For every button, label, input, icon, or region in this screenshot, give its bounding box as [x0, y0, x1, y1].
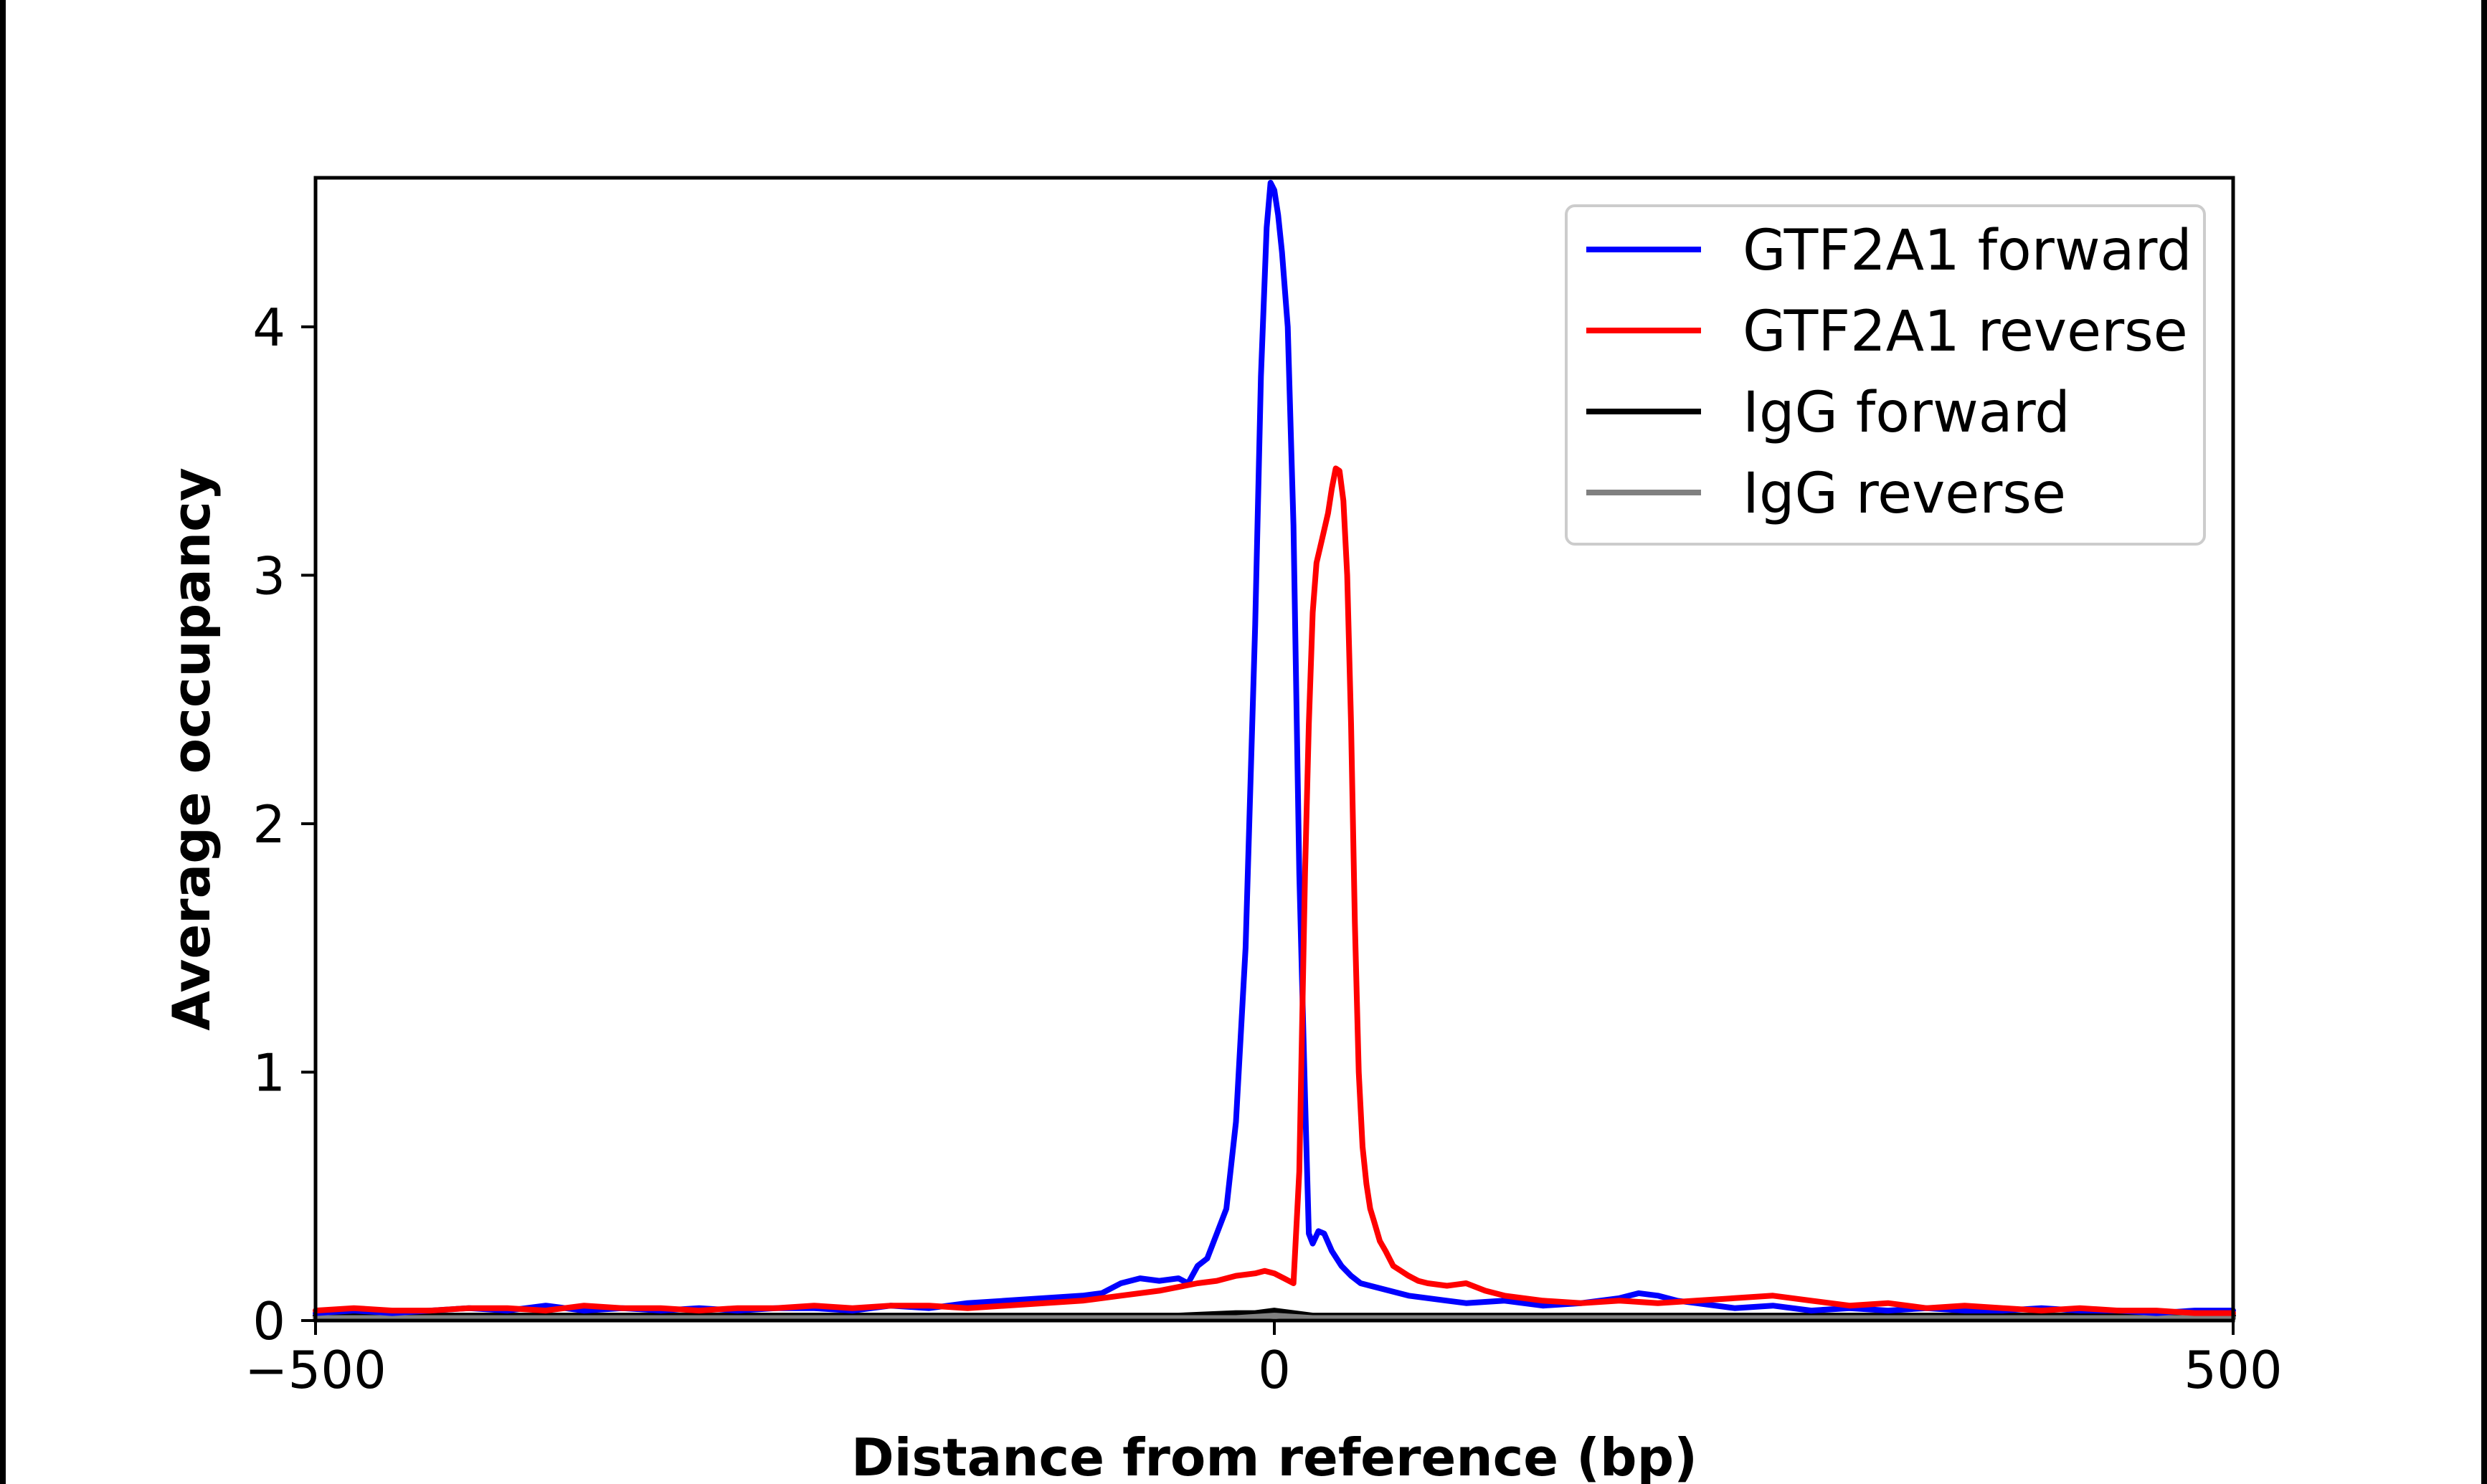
y-tick-label: 4: [252, 298, 285, 358]
legend-label-gtf2a1-reverse: GTF2A1 reverse: [1743, 300, 2188, 364]
series-line-igg-reverse: [313, 1313, 2236, 1321]
legend-items: GTF2A1 forward GTF2A1 reverse IgG forward I…: [1586, 219, 2192, 526]
y-tick-label: 1: [252, 1042, 285, 1103]
x-tick-label: 500: [2184, 1340, 2282, 1400]
x-tick-label: 0: [1258, 1340, 1291, 1400]
frame-border-left: [0, 0, 6, 1484]
series-layer: [313, 179, 2236, 1321]
legend-label-gtf2a1-forward: GTF2A1 forward: [1743, 219, 2192, 283]
y-tick-label: 0: [252, 1291, 285, 1351]
legend: GTF2A1 forward GTF2A1 reverse IgG forward I…: [1565, 204, 2206, 546]
x-axis-title: Distance from reference (bp): [851, 1427, 1697, 1484]
y-tick-label: 2: [252, 794, 285, 855]
x-axis-ticks: −500 0 500: [245, 1321, 2283, 1400]
y-axis-title: Average occupancy: [161, 467, 222, 1031]
legend-label-igg-reverse: IgG reverse: [1743, 462, 2066, 526]
y-tick-label: 3: [252, 546, 285, 606]
y-axis-ticks: 0 1 2 3 4: [252, 298, 316, 1351]
frame-border-right: [2481, 0, 2487, 1484]
legend-label-igg-forward: IgG forward: [1743, 381, 2070, 445]
legend-box: [1565, 204, 2206, 546]
series-line-gtf2a1-reverse: [313, 465, 2236, 1316]
x-tick-label: −500: [245, 1340, 387, 1400]
